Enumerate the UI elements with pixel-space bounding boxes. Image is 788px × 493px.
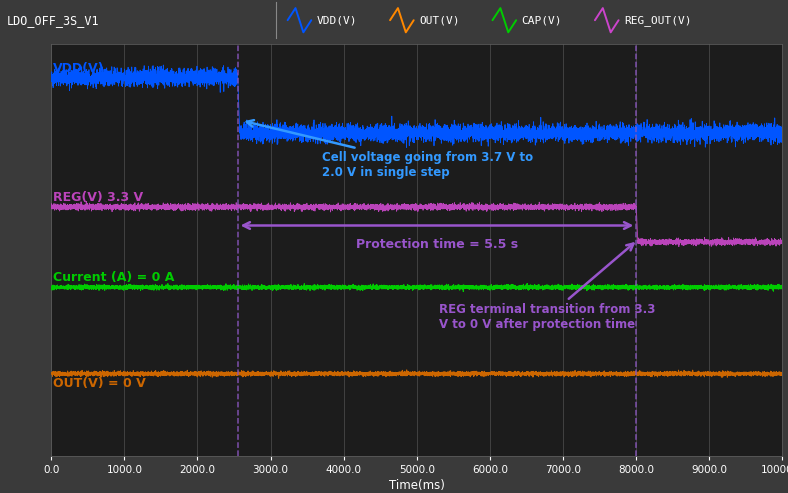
Text: REG terminal transition from 3.3
V to 0 V after protection time: REG terminal transition from 3.3 V to 0 …	[439, 244, 655, 331]
X-axis label: Time(ms): Time(ms)	[389, 479, 444, 492]
Text: REG(V) 3.3 V: REG(V) 3.3 V	[54, 191, 143, 204]
Text: Current (A) = 0 A: Current (A) = 0 A	[54, 271, 175, 284]
Text: OUT(V) = 0 V: OUT(V) = 0 V	[54, 377, 146, 390]
Text: VDD(V): VDD(V)	[54, 62, 105, 75]
Text: CAP(V): CAP(V)	[522, 15, 562, 25]
Text: VDD(V): VDD(V)	[317, 15, 357, 25]
Text: Protection time = 5.5 s: Protection time = 5.5 s	[356, 238, 518, 251]
Text: OUT(V): OUT(V)	[419, 15, 459, 25]
Text: REG_OUT(V): REG_OUT(V)	[624, 15, 692, 26]
Text: LDO_OFF_3S_V1: LDO_OFF_3S_V1	[6, 14, 99, 27]
Text: Cell voltage going from 3.7 V to
2.0 V in single step: Cell voltage going from 3.7 V to 2.0 V i…	[247, 120, 533, 179]
